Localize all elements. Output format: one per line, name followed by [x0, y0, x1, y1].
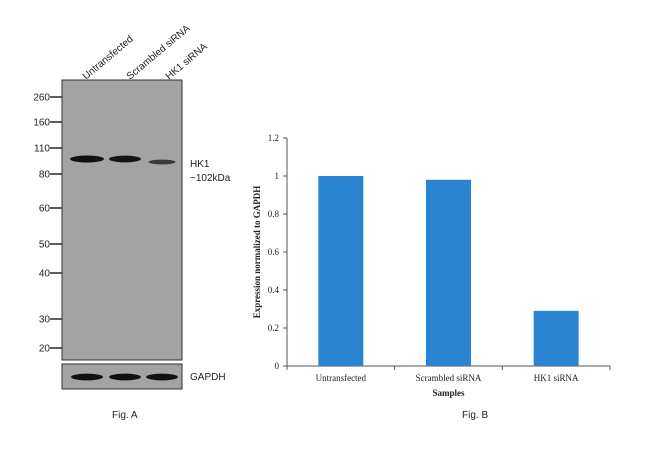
bar-hk1-sirna	[533, 310, 579, 366]
band-group	[70, 155, 178, 381]
y-tick-label: 0.2	[268, 323, 279, 333]
y-tick-label: 0.8	[268, 209, 280, 219]
y-axis-title: Expression normalized to GAPDH	[252, 186, 262, 319]
mw-marker-110: 110	[34, 144, 50, 155]
gapdh-band-lane-2	[109, 373, 141, 381]
hk1-band-lane-3	[148, 159, 176, 165]
target-size-label: ~102kDa	[190, 173, 231, 184]
y-tick-label: 1	[275, 171, 280, 181]
x-tick-label: HK1 siRNA	[534, 373, 579, 383]
mw-marker-40: 40	[39, 269, 51, 280]
bar-chart: 0 0.2 0.4 0.6 0.8 1 1.2 Untransfected Scrambled…	[252, 133, 611, 421]
fig-b-label: Fig. B	[462, 410, 488, 421]
x-axis-title: Samples	[432, 388, 465, 398]
bar-scrambled-sirna	[426, 179, 471, 366]
bar-untransfected	[318, 176, 364, 366]
x-axis-ticks: Untransfected Scrambled siRNA HK1 siRNA	[286, 366, 611, 383]
mw-marker-50: 50	[39, 240, 51, 251]
western-blot: Untransfected Scrambled siRNA HK1 siRNA …	[33, 23, 230, 421]
bar-series	[318, 176, 579, 366]
y-tick-label: 0.6	[268, 247, 280, 257]
y-axis-ticks: 0 0.2 0.4 0.6 0.8 1 1.2	[268, 133, 287, 371]
mw-marker-30: 30	[39, 315, 51, 326]
y-tick-label: 0	[275, 361, 280, 371]
lane-label-scrambled-sirna: Scrambled siRNA	[125, 23, 193, 82]
gapdh-band-lane-1	[71, 373, 103, 381]
mw-marker-160: 160	[33, 118, 50, 129]
x-tick-label: Untransfected	[316, 373, 367, 383]
y-tick-label: 1.2	[268, 133, 279, 143]
blot-panel-main	[61, 79, 183, 361]
hk1-band-lane-1	[70, 155, 104, 163]
mw-marker-260: 260	[33, 93, 50, 104]
molecular-weight-markers: 260 160 110 80 60 50 40 30 20	[33, 93, 62, 355]
mw-marker-60: 60	[39, 204, 51, 215]
mw-marker-80: 80	[39, 170, 51, 181]
hk1-band-lane-2	[109, 155, 141, 163]
x-tick-label: Scrambled siRNA	[416, 373, 482, 383]
gapdh-band-lane-3	[146, 373, 178, 381]
mw-marker-20: 20	[39, 344, 51, 355]
fig-a-label: Fig. A	[112, 410, 138, 421]
target-protein-label: HK1	[190, 159, 210, 170]
y-tick-label: 0.4	[268, 285, 280, 295]
loading-control-label: GAPDH	[190, 372, 226, 383]
